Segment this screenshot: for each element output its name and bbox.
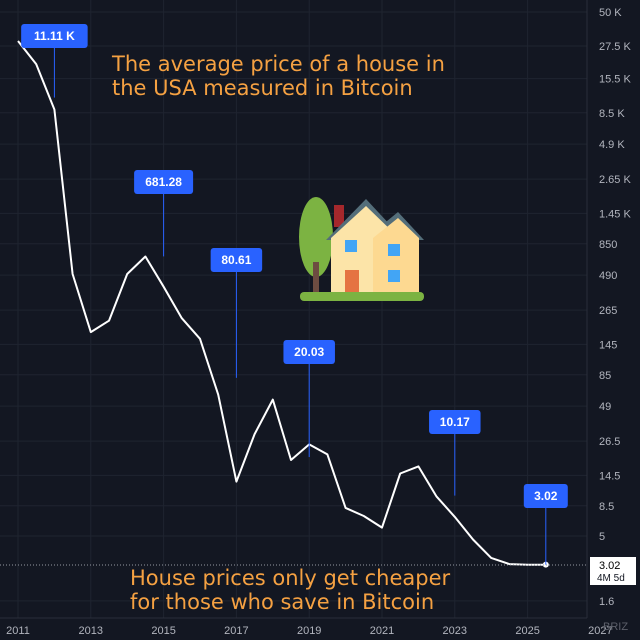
x-tick-label: 2013 <box>79 625 103 637</box>
callout-box <box>21 24 88 48</box>
y-tick-label: 49 <box>599 401 611 413</box>
callout-label: 11.11 K <box>34 29 75 43</box>
y-tick-label: 850 <box>599 239 617 251</box>
callout-box <box>283 340 335 364</box>
y-tick-label: 4.9 K <box>599 139 625 151</box>
house-icon <box>299 197 424 301</box>
callout-box <box>429 410 481 434</box>
caption-line-2: for those who save in Bitcoin <box>130 590 434 614</box>
x-tick-label: 2017 <box>224 625 248 637</box>
brand-watermark: BRIZ <box>603 621 628 633</box>
y-tick-label: 26.5 <box>599 436 620 448</box>
callout-label: 681.28 <box>145 175 182 189</box>
callout-label: 3.02 <box>534 489 558 503</box>
chart-title-line-2: the USA measured in Bitcoin <box>112 76 413 100</box>
y-tick-label: 145 <box>599 339 617 351</box>
y-tick-label: 5 <box>599 531 605 543</box>
y-tick-label: 490 <box>599 270 617 282</box>
caption-line-1: House prices only get cheaper <box>130 566 451 590</box>
y-tick-label: 8.5 <box>599 501 614 513</box>
callout-box <box>134 170 194 194</box>
series-line <box>17 40 546 566</box>
callout-layer: 11.11 K 681.28 80.61 20.03 10.17 3.02 <box>21 24 568 565</box>
x-tick-label: 2027 <box>588 625 612 637</box>
y-tick-label: 27.5 K <box>599 41 631 53</box>
y-tick-label: 1.45 K <box>599 208 631 220</box>
last-value-sublabel: 4M 5d <box>597 573 625 584</box>
last-value-label: 3.02 <box>599 560 620 572</box>
x-axis-ticks: 2011 2013 2015 2017 2019 2021 2023 2025 2027 <box>6 625 612 637</box>
y-tick-label: 2.65 K <box>599 174 631 186</box>
chart-title-line-1: The average price of a house in <box>111 52 445 76</box>
y-tick-label: 1.6 <box>599 596 614 608</box>
x-tick-label: 2011 <box>6 625 30 637</box>
callout-label: 10.17 <box>440 415 470 429</box>
y-tick-label: 265 <box>599 305 617 317</box>
callout-label: 80.61 <box>221 253 251 267</box>
x-tick-label: 2023 <box>443 625 467 637</box>
y-axis-ticks: 50 K 27.5 K 15.5 K 8.5 K 4.9 K 2.65 K 1.45 K 85… <box>599 7 631 608</box>
x-tick-label: 2025 <box>515 625 539 637</box>
last-value-badge <box>590 557 636 585</box>
x-tick-label: 2019 <box>297 625 321 637</box>
callout-label: 20.03 <box>294 345 324 359</box>
y-tick-label: 8.5 K <box>599 108 625 120</box>
y-tick-label: 15.5 K <box>599 74 631 86</box>
y-tick-label: 50 K <box>599 7 622 19</box>
y-tick-label: 85 <box>599 370 611 382</box>
x-tick-label: 2015 <box>151 625 175 637</box>
x-tick-label: 2021 <box>370 625 394 637</box>
callout-box <box>523 484 568 508</box>
y-tick-label: 14.5 <box>599 470 620 482</box>
callout-box <box>210 248 263 272</box>
